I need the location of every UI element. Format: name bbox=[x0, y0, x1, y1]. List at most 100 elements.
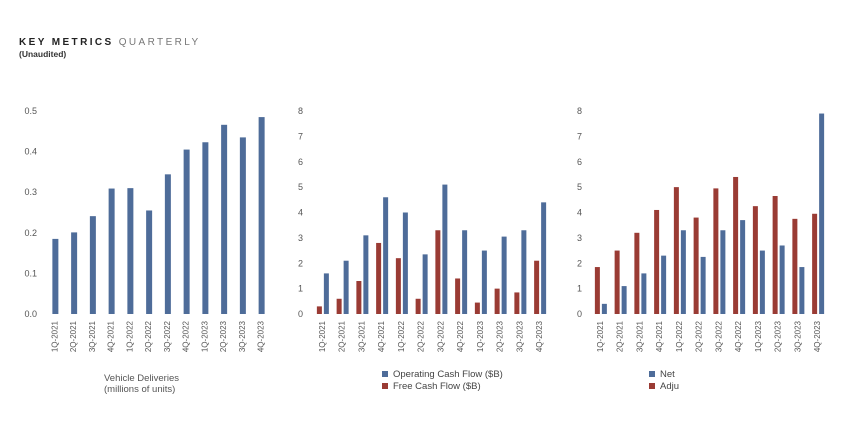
bar bbox=[258, 117, 265, 314]
bar bbox=[812, 213, 818, 314]
bar bbox=[733, 176, 739, 314]
x-tick-label: 3Q-2021 bbox=[357, 320, 366, 352]
bar bbox=[494, 288, 500, 314]
bar bbox=[772, 196, 778, 314]
x-tick-label: 3Q-2022 bbox=[163, 320, 172, 352]
x-tick-label: 3Q-2023 bbox=[515, 320, 524, 352]
y-tick-label: 0.2 bbox=[24, 228, 37, 238]
x-tick-label: 4Q-2021 bbox=[377, 320, 386, 352]
bar bbox=[221, 124, 228, 314]
bar bbox=[127, 188, 134, 314]
x-tick-label: 2Q-2022 bbox=[695, 320, 704, 352]
y-tick-label: 0.4 bbox=[24, 147, 37, 157]
y-tick-label: 2 bbox=[577, 258, 582, 268]
bar bbox=[52, 238, 59, 314]
bar bbox=[779, 245, 785, 314]
bar bbox=[792, 218, 798, 314]
x-tick-label: 2Q-2023 bbox=[219, 320, 228, 352]
bar bbox=[759, 250, 765, 314]
x-tick-label: 1Q-2021 bbox=[318, 320, 327, 352]
x-tick-label: 2Q-2021 bbox=[69, 320, 78, 352]
bar bbox=[752, 206, 758, 314]
x-tick-label: 1Q-2022 bbox=[675, 320, 684, 352]
bar bbox=[435, 230, 441, 314]
bar bbox=[713, 188, 719, 314]
x-tick-label: 3Q-2023 bbox=[238, 320, 247, 352]
y-tick-label: 4 bbox=[298, 208, 303, 218]
y-tick-label: 1 bbox=[298, 284, 303, 294]
bar bbox=[402, 212, 408, 314]
legend-swatch bbox=[649, 383, 655, 389]
bar bbox=[71, 232, 78, 314]
bar bbox=[541, 202, 547, 314]
x-tick-label: 1Q-2023 bbox=[476, 320, 485, 352]
bar bbox=[395, 258, 401, 314]
legend-label: Adju bbox=[660, 381, 679, 392]
x-tick-label: 3Q-2021 bbox=[88, 320, 97, 352]
y-tick-label: 0.0 bbox=[24, 309, 37, 319]
x-tick-label: 2Q-2022 bbox=[417, 320, 426, 352]
bar bbox=[594, 267, 600, 314]
legend-swatch bbox=[382, 371, 388, 377]
bar bbox=[474, 302, 480, 314]
bar bbox=[376, 242, 382, 314]
legend-label: Net bbox=[660, 369, 675, 380]
y-tick-label: 0 bbox=[577, 309, 582, 319]
bar bbox=[323, 273, 329, 314]
bar bbox=[164, 174, 171, 314]
x-tick-label: 4Q-2023 bbox=[257, 320, 266, 352]
bar bbox=[534, 260, 540, 314]
x-tick-label: 3Q-2021 bbox=[635, 320, 644, 352]
x-tick-label: 2Q-2021 bbox=[338, 320, 347, 352]
bar bbox=[641, 273, 647, 314]
bar bbox=[514, 292, 520, 314]
page-header: KEY METRICS QUARTERLY (Unaudited) bbox=[19, 37, 201, 59]
y-tick-label: 8 bbox=[577, 106, 582, 116]
y-tick-label: 0.5 bbox=[24, 106, 37, 116]
page-title-light: QUARTERLY bbox=[118, 37, 201, 48]
bar bbox=[89, 216, 96, 314]
legend-label: Free Cash Flow ($B) bbox=[393, 381, 481, 392]
bar bbox=[720, 230, 726, 314]
y-tick-label: 3 bbox=[298, 233, 303, 243]
x-tick-label: 1Q-2021 bbox=[50, 320, 59, 352]
x-tick-label: 4Q-2023 bbox=[535, 320, 544, 352]
y-tick-label: 4 bbox=[577, 208, 582, 218]
bar bbox=[634, 232, 640, 314]
page-title: KEY METRICS QUARTERLY bbox=[19, 37, 201, 48]
bar bbox=[740, 220, 746, 314]
bar bbox=[673, 187, 679, 314]
bar bbox=[654, 209, 660, 314]
bar bbox=[336, 298, 342, 314]
x-tick-label: 4Q-2023 bbox=[813, 320, 822, 352]
bar bbox=[363, 235, 369, 314]
x-tick-label: 2Q-2022 bbox=[144, 320, 153, 352]
legend-swatch bbox=[649, 371, 655, 377]
bar bbox=[316, 306, 322, 314]
bar bbox=[462, 230, 468, 314]
y-tick-label: 0.1 bbox=[24, 268, 37, 278]
y-tick-label: 5 bbox=[298, 182, 303, 192]
bar bbox=[146, 210, 153, 314]
x-tick-label: 3Q-2022 bbox=[436, 320, 445, 352]
bar bbox=[202, 142, 209, 314]
bar bbox=[661, 255, 667, 314]
y-tick-label: 1 bbox=[577, 284, 582, 294]
x-tick-label: 1Q-2022 bbox=[397, 320, 406, 352]
bar bbox=[383, 197, 389, 314]
chart-caption: (millions of units) bbox=[104, 384, 175, 395]
bar bbox=[481, 250, 487, 314]
y-tick-label: 3 bbox=[577, 233, 582, 243]
x-tick-label: 4Q-2021 bbox=[107, 320, 116, 352]
y-tick-label: 0.3 bbox=[24, 187, 37, 197]
y-tick-label: 6 bbox=[298, 157, 303, 167]
page-subtitle: (Unaudited) bbox=[19, 49, 67, 59]
bar bbox=[799, 267, 805, 314]
x-tick-label: 3Q-2023 bbox=[793, 320, 802, 352]
x-tick-label: 4Q-2022 bbox=[456, 320, 465, 352]
bar bbox=[521, 230, 527, 314]
x-tick-label: 2Q-2023 bbox=[496, 320, 505, 352]
bar bbox=[819, 113, 825, 314]
bar bbox=[601, 303, 607, 314]
